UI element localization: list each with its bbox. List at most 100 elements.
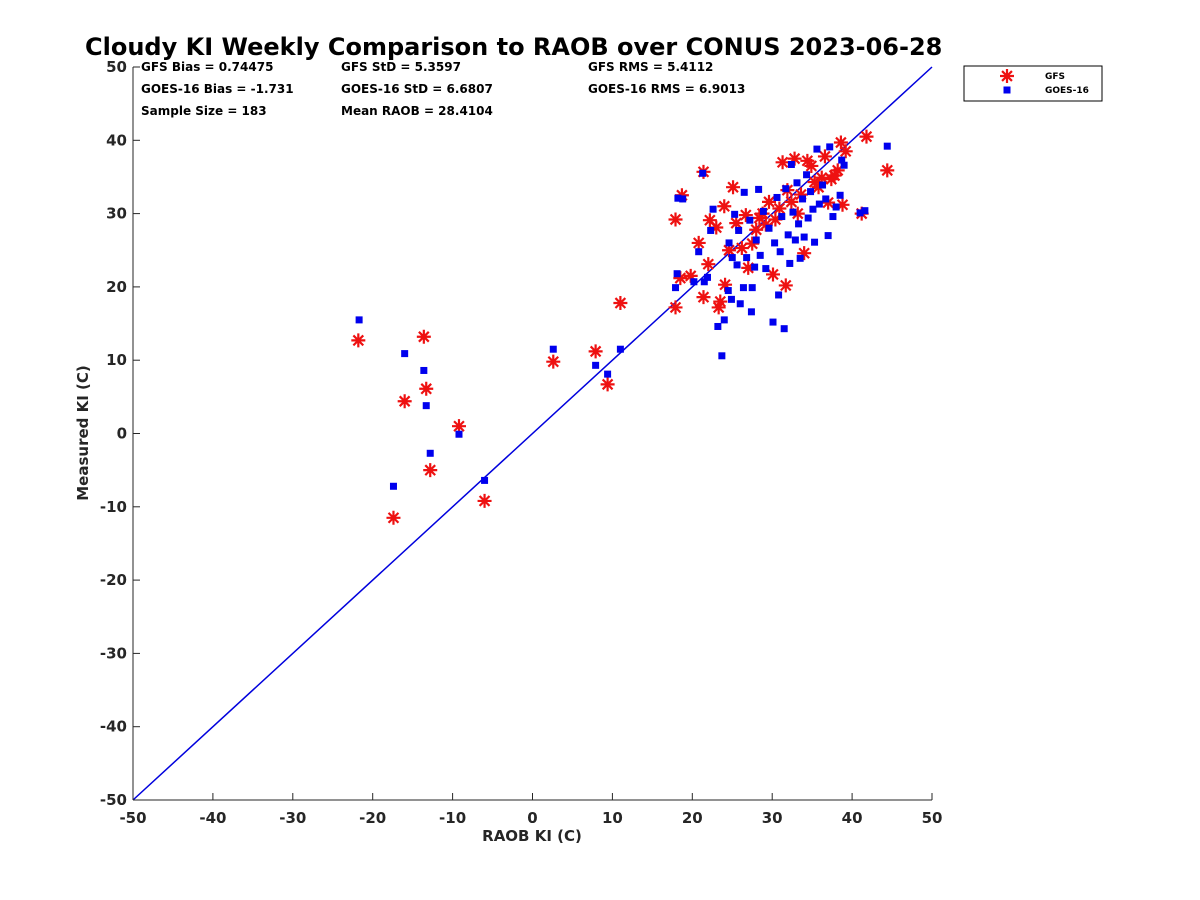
goes16-point [724, 287, 732, 295]
gfs-point [546, 354, 561, 369]
goes16-point [786, 259, 794, 267]
goes16-point [735, 226, 743, 234]
y-tick-label: 30 [106, 205, 127, 223]
stat-goes-bias: GOES-16 Bias = -1.731 [141, 82, 294, 96]
goes16-point [832, 203, 840, 211]
gfs-point [762, 194, 777, 209]
goes16-point [707, 226, 715, 234]
gfs-point [838, 144, 853, 159]
x-tick-label: -10 [439, 809, 466, 827]
goes16-point [728, 254, 736, 262]
gfs-point [775, 155, 790, 170]
goes16-point [455, 430, 463, 438]
y-tick-label: 10 [106, 351, 127, 369]
x-axis-label: RAOB KI (C) [482, 827, 582, 845]
gfs-point [600, 377, 615, 392]
goes16-point [747, 308, 755, 316]
data-points-layer [351, 129, 895, 525]
reference-line-layer [132, 66, 933, 801]
gfs-point [718, 277, 733, 292]
goes16-point [592, 361, 600, 369]
goes16-point [776, 248, 784, 256]
goes16-point [690, 278, 698, 286]
goes16-point [355, 316, 363, 324]
goes16-point [769, 318, 777, 326]
goes16-point [803, 171, 811, 179]
goes16-point [740, 188, 748, 196]
gfs-point [797, 246, 812, 261]
gfs-point [817, 149, 832, 164]
gfs-point [668, 300, 683, 315]
gfs-point [683, 268, 698, 283]
goes16-point [743, 254, 751, 262]
gfs-point [734, 241, 749, 256]
gfs-point [351, 333, 366, 348]
goes16-point [679, 195, 687, 203]
gfs-point [722, 243, 737, 258]
goes16-point [700, 278, 708, 286]
goes16-point [695, 248, 703, 256]
y-tick-label: -10 [100, 498, 127, 516]
goes16-point [824, 232, 832, 240]
goes16-point [752, 236, 760, 244]
legend-label-gfs: GFS [1045, 72, 1065, 82]
goes16-point [815, 200, 823, 208]
gfs-point [613, 296, 628, 311]
goes16-point [819, 181, 827, 189]
ticks-layer: -50 -40 -30 -20 -10 0 10 20 30 40 50 50 40 30 20 10 0 -10… [100, 58, 943, 827]
goes16-point [856, 209, 864, 217]
goes16-point [838, 156, 846, 164]
goes16-point [813, 145, 821, 153]
goes16-point [861, 207, 869, 215]
gfs-point [804, 158, 819, 173]
x-tick-label: 0 [527, 809, 537, 827]
goes16-point [727, 295, 735, 303]
goes16-point [789, 208, 797, 216]
y-tick-label: -50 [100, 791, 127, 809]
goes16-point [800, 233, 808, 241]
gfs-point [691, 235, 706, 250]
goes16-point [804, 214, 812, 222]
gfs-point [821, 195, 836, 210]
goes16-point [799, 195, 807, 203]
gfs-point [827, 168, 842, 183]
goes16-point [756, 251, 764, 259]
goes16-point [401, 350, 409, 358]
goes16-point [746, 216, 754, 224]
gfs-point [738, 208, 753, 223]
gfs-point [765, 267, 780, 282]
stat-gfs-std: GFS StD = 5.3597 [341, 60, 461, 74]
gfs-point [835, 197, 850, 212]
gfs-point [701, 257, 716, 272]
goes16-point [739, 284, 747, 292]
y-tick-label: 20 [106, 278, 127, 296]
one-to-one-line [132, 66, 933, 801]
gfs-point [772, 201, 787, 216]
gfs-point [386, 510, 401, 525]
goes16-point [736, 300, 744, 308]
x-tick-label: -20 [359, 809, 386, 827]
chart-title: Cloudy KI Weekly Comparison to RAOB over… [85, 33, 942, 61]
gfs-point [673, 271, 688, 286]
gfs-point [451, 419, 466, 434]
gfs-point [713, 294, 728, 309]
gfs-point [729, 216, 744, 231]
gfs-point [702, 213, 717, 228]
goes16-point [784, 231, 792, 239]
stat-sample-size: Sample Size = 183 [141, 104, 267, 118]
goes16-point [822, 195, 830, 203]
gfs-point [709, 220, 724, 235]
goes16-point [807, 188, 815, 196]
goes16-point [549, 345, 557, 353]
goes16-point [672, 284, 680, 292]
goes16-point [775, 291, 783, 299]
gfs-point [397, 394, 412, 409]
goes16-point [796, 254, 804, 262]
goes16-point [604, 370, 612, 378]
gfs-point [833, 135, 848, 150]
stat-gfs-rms: GFS RMS = 5.4112 [588, 60, 713, 74]
goes16-point [840, 161, 848, 169]
goes16-point [725, 239, 733, 247]
stat-gfs-bias: GFS Bias = 0.74475 [141, 60, 273, 74]
